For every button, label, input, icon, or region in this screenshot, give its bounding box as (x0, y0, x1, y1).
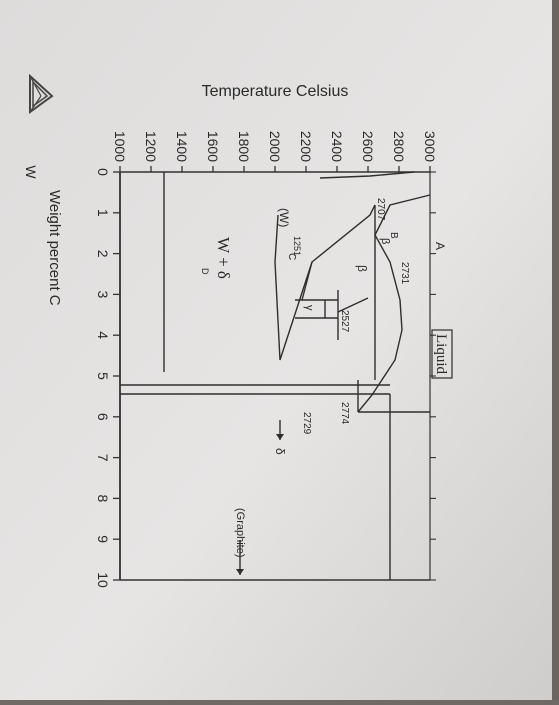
y-tick-label: 2800 (391, 131, 407, 162)
temp-2731-label: 2731 (399, 262, 410, 285)
temp-2707-label: 2707 (375, 198, 386, 221)
beta-small-label: β (379, 238, 391, 244)
y-tick-label: 2000 (267, 131, 283, 162)
liquidus-line (357, 194, 431, 413)
graphite-arrow-head-icon (236, 569, 244, 575)
w-label: (W) (277, 208, 291, 227)
y-tick-label: 2200 (298, 131, 314, 162)
y-axis-ticks: 1000 1200 1400 1600 1800 2000 2200 2400 2600 2800… (112, 131, 438, 172)
x-start-label: W (23, 165, 39, 179)
x-tick-label: 4 (95, 331, 111, 339)
point-c-label: C (286, 253, 297, 260)
y-tick-label: 1800 (236, 131, 252, 162)
gamma-label: γ (303, 305, 315, 311)
y-tick-label: 1400 (174, 131, 190, 162)
temp-1251-label: 1251 (292, 236, 302, 256)
x-tick-label: 9 (95, 535, 111, 543)
point-d-label: D (200, 268, 210, 275)
x-tick-label: 7 (95, 454, 111, 462)
graphite-label: (Graphite) (234, 508, 246, 558)
point-a-label: A (433, 242, 447, 250)
triangle-logo-icon (29, 73, 54, 114)
x-tick-label: 3 (95, 291, 111, 299)
rotated-chart: 0 1 2 3 4 5 6 7 8 9 10 1000 1200 1400 1600 1800 2000 220… (23, 131, 453, 588)
point-b-label: B (388, 232, 399, 239)
w-solvus-line (319, 171, 415, 179)
x-tick-label: 6 (95, 413, 111, 421)
x-tick-label: 5 (95, 372, 111, 380)
y-tick-label: 1000 (112, 131, 128, 162)
x-axis-title: Weight percent C (46, 190, 63, 306)
temp-2774-label: 2774 (339, 402, 350, 425)
y-tick-label: 1600 (205, 131, 221, 162)
beta-gamma-line (301, 261, 313, 301)
x-tick-label: 2 (95, 250, 111, 258)
w-delta-label: W + δ (214, 237, 233, 279)
temp-2527-label: 2527 (339, 310, 350, 333)
delta-arrow-head-icon (276, 434, 284, 440)
x-tick-label: 0 (95, 168, 111, 176)
phase-boundaries (120, 171, 431, 580)
x-tick-label: 10 (95, 572, 111, 588)
beta-label: β (355, 265, 369, 272)
y-axis-title: Temperature Celsius (202, 83, 349, 100)
temp-2729-label: 2729 (301, 412, 312, 435)
x-tick-label: 8 (95, 495, 111, 503)
delta-label: δ (273, 448, 287, 455)
beta-region-boundary (274, 204, 376, 361)
y-tick-label: 1200 (143, 131, 159, 162)
y-tick-label: 3000 (422, 131, 438, 162)
liquid-label-box (431, 329, 453, 379)
gamma-upper-line (337, 297, 369, 313)
x-axis-ticks: 0 1 2 3 4 5 6 7 8 9 10 (95, 168, 436, 588)
y-tick-label: 2600 (360, 131, 376, 162)
table-edge (552, 0, 559, 700)
y-tick-label: 2400 (329, 131, 345, 162)
liquid-label: Liquid (433, 334, 449, 374)
x-tick-label: 1 (95, 209, 111, 217)
